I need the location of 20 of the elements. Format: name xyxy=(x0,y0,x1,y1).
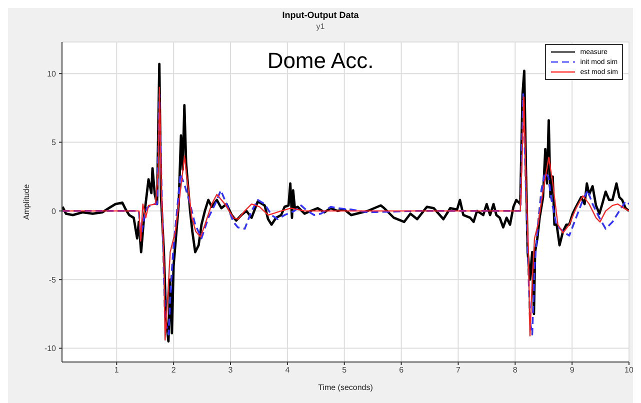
y-tick-label: -10 xyxy=(44,344,57,354)
y-tick-label: 0 xyxy=(52,206,57,216)
x-tick-label: 9 xyxy=(570,366,575,375)
chart-title: Input-Output Data xyxy=(281,10,360,20)
x-tick-label: 2 xyxy=(171,366,176,375)
x-tick-label: 7 xyxy=(456,366,461,375)
x-tick-label: 3 xyxy=(228,366,234,375)
chart-subtitle: y1 xyxy=(315,22,326,31)
y-axis-title: Amplitude xyxy=(22,184,31,220)
y-tick-label: 5 xyxy=(52,138,57,148)
x-tick-label: 5 xyxy=(342,366,348,375)
x-tick-label: 8 xyxy=(512,366,518,375)
x-tick-label: 4 xyxy=(285,366,290,375)
x-tick-label: 10 xyxy=(624,366,634,375)
x-tick-label: 6 xyxy=(399,366,404,375)
y-tick-label: 10 xyxy=(47,69,57,78)
y-tick-label: -5 xyxy=(48,275,57,284)
annotation: Dome Acc. xyxy=(267,48,374,73)
x-axis-title: Time (seconds) xyxy=(318,383,374,392)
x-tick-label: 1 xyxy=(114,366,120,375)
